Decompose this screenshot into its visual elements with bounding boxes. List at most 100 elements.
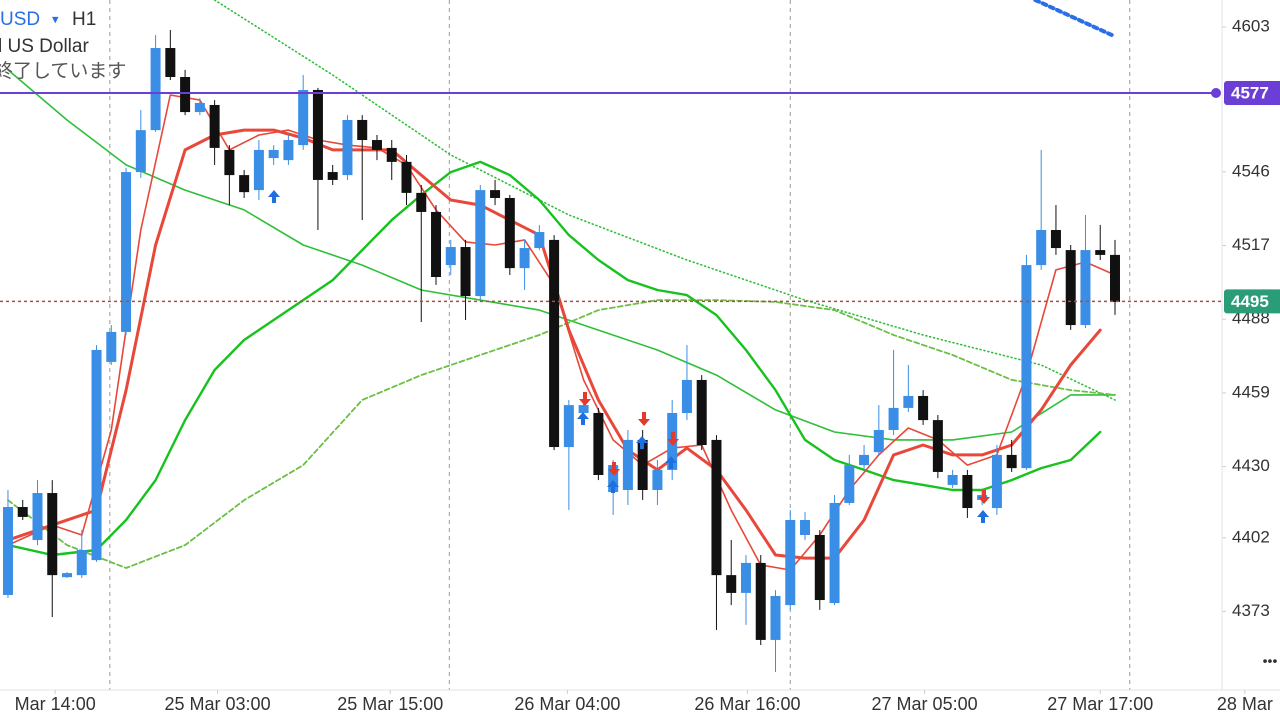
y-tick-label: 4459 [1232, 382, 1270, 401]
candle-body [401, 161, 412, 193]
x-tick-label: Mar 14:00 [15, 694, 96, 714]
candle-body [1065, 250, 1076, 326]
candle-body [327, 172, 338, 180]
x-tick-label: 27 Mar 17:00 [1047, 694, 1153, 714]
buy-arrow [665, 456, 677, 469]
candle-body [755, 562, 766, 640]
candle-body [312, 89, 323, 180]
price-levels [0, 92, 1222, 303]
y-tick-label: 4517 [1232, 235, 1270, 254]
candle-body [800, 519, 811, 535]
axes: 4603 4546 4517 4488 4459 4430 4402 4373 Mar 14:0… [15, 16, 1280, 714]
candle-body [475, 190, 486, 297]
x-tick-label: 26 Mar 04:00 [514, 694, 620, 714]
price-level-tag [1224, 81, 1280, 106]
candle-body [829, 502, 840, 604]
candle-body [991, 454, 1002, 509]
candle-body [622, 439, 633, 490]
candle-body [445, 247, 456, 266]
candle-body [1006, 454, 1017, 469]
candle-body [549, 239, 560, 448]
candle-body [1080, 250, 1091, 326]
candle-body [504, 197, 515, 269]
candle-body [32, 493, 43, 541]
candle-body [844, 465, 855, 503]
price-level-label: 4495 [1231, 292, 1269, 311]
candle-body [814, 534, 825, 601]
candle-body [873, 430, 884, 453]
price-level-tag [1224, 289, 1280, 314]
candle-body [519, 248, 530, 269]
timeframe[interactable]: H1 [72, 9, 96, 30]
candle-body [357, 119, 368, 141]
x-tick-label: 25 Mar 15:00 [337, 694, 443, 714]
buy-arrow [607, 480, 619, 493]
candle-body [239, 175, 250, 193]
indicator-line [1033, 0, 1114, 38]
x-tick-label: 28 Mar [1217, 694, 1273, 714]
indicator-line [7, 299, 1116, 569]
candle-body [534, 232, 545, 249]
candle-body [740, 562, 751, 593]
sell-arrow [579, 392, 591, 406]
y-tick-label: 4603 [1232, 16, 1270, 35]
candle-body [770, 595, 781, 640]
instrument-name: l US Dollar [0, 36, 89, 57]
y-tick-label: 4402 [1232, 527, 1270, 546]
symbol: USD [0, 9, 40, 30]
price-level-label: 4577 [1231, 84, 1269, 103]
candle-body [608, 465, 619, 493]
candle-body [62, 573, 73, 578]
candle-body [431, 211, 442, 278]
y-tick-label: 4430 [1232, 456, 1270, 475]
candle-body [135, 130, 146, 173]
candle-body [888, 407, 899, 431]
candle-body [47, 493, 58, 576]
candle-body [2, 507, 13, 595]
candle-body [696, 379, 707, 446]
candle-body [342, 119, 353, 176]
candle-body [165, 48, 176, 78]
candle-body [563, 405, 574, 448]
y-tick-label: 4373 [1232, 601, 1270, 620]
candle-body [283, 140, 294, 161]
candle-body [578, 405, 589, 413]
candle-body [460, 247, 471, 297]
candle-body [371, 140, 382, 150]
menu-dots[interactable]: ••• [1263, 653, 1278, 669]
y-tick-label: 4488 [1232, 309, 1270, 328]
buy-arrow [268, 190, 280, 203]
candle-body [416, 192, 427, 212]
y-tick-label: 4546 [1232, 161, 1270, 180]
symbol-dropdown[interactable]: ▾ [52, 11, 59, 26]
candle-body [1036, 230, 1047, 266]
candle-body [298, 89, 309, 146]
candle-body [121, 172, 132, 332]
candle-body [17, 507, 28, 517]
signals [268, 190, 990, 523]
candle-body [962, 474, 973, 509]
candle-body [593, 412, 604, 475]
candle-body [637, 439, 648, 490]
candle-body [1050, 230, 1061, 249]
price-level-handle [1211, 88, 1221, 99]
candle-body [785, 519, 796, 606]
candle-body [1095, 250, 1106, 255]
candle-body [180, 77, 191, 113]
candle-body [932, 420, 943, 472]
candle-body [106, 331, 117, 362]
candle-body [76, 549, 87, 576]
market-status: 終了しています [0, 60, 126, 82]
candle-body [859, 454, 870, 466]
x-tick-label: 25 Mar 03:00 [165, 694, 271, 714]
price-axis-bg [1222, 0, 1280, 690]
buy-arrow [636, 436, 648, 449]
candle-body [224, 149, 235, 176]
candle-body [209, 104, 220, 148]
indicator-line [6, 160, 1102, 557]
candle-body [91, 349, 102, 561]
x-tick-label: 26 Mar 16:00 [694, 694, 800, 714]
sell-arrow [978, 490, 990, 504]
